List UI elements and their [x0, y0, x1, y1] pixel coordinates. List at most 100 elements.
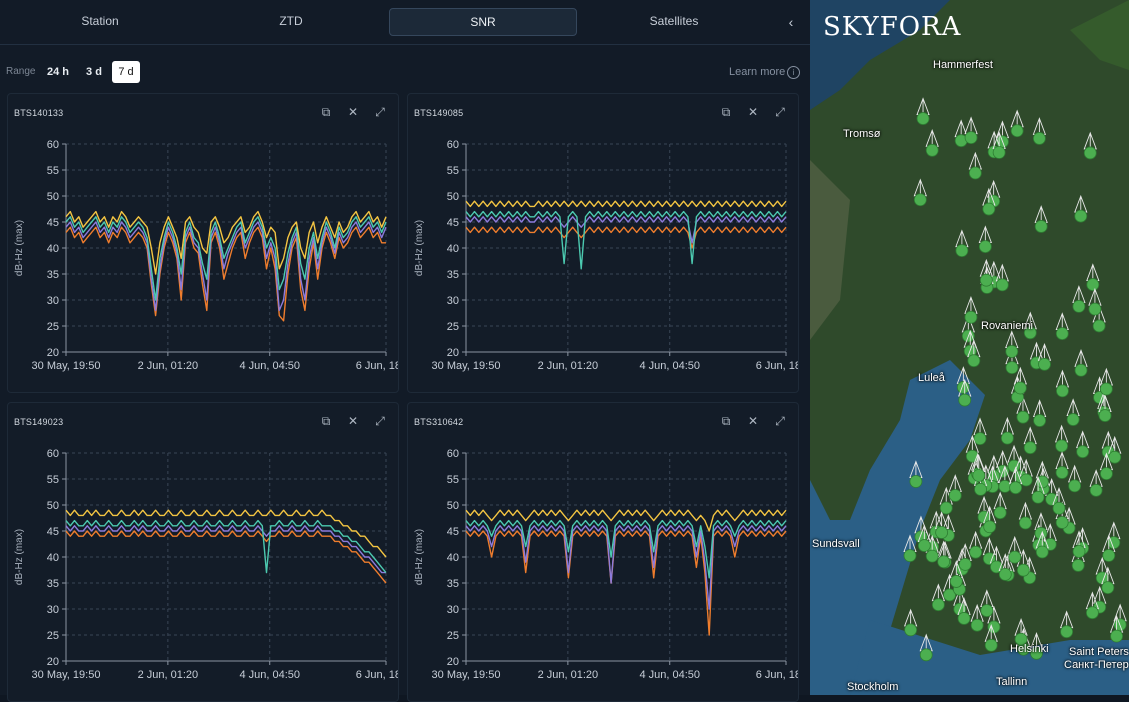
y-tick-label: 40	[47, 552, 59, 564]
map-canvas[interactable]	[810, 0, 1129, 695]
station-dot	[904, 623, 918, 637]
x-tick-label: 6 Jun, 18:50	[756, 669, 798, 681]
station-dot	[1005, 345, 1019, 358]
copy-icon[interactable]: ⧉	[721, 105, 731, 119]
range-3d-button[interactable]: 3 d	[86, 66, 102, 78]
gulf-of-finland	[850, 620, 1129, 695]
x-tick-label: 30 May, 19:50	[432, 669, 501, 681]
copy-icon[interactable]: ⧉	[321, 105, 331, 119]
gnss-station-marker	[1029, 632, 1044, 660]
station-dot	[1055, 516, 1069, 529]
tab-ztd[interactable]: ZTD	[279, 14, 303, 28]
range-label: Range	[6, 66, 36, 77]
y-tick-label: 55	[47, 474, 59, 486]
station-dot	[973, 432, 987, 446]
station-dot	[1098, 409, 1112, 422]
tab-station[interactable]: Station	[81, 14, 119, 28]
left-panel: Station ZTD SNR Satellites ‹ Range 24 h …	[0, 0, 810, 702]
y-tick-label: 60	[47, 139, 59, 151]
learn-more-link[interactable]: Learn more	[729, 66, 786, 78]
station-dot	[909, 475, 923, 488]
expand-icon[interactable]: ⤢	[375, 105, 385, 119]
station-dot	[1066, 413, 1080, 426]
y-tick-label: 50	[47, 500, 59, 512]
range-selector: Range 24 h 3 d 7 d Learn more i	[0, 58, 810, 86]
gnss-station-marker	[1074, 194, 1088, 223]
series-line	[65, 525, 386, 574]
close-icon[interactable]: ✕	[747, 414, 759, 428]
tab-bar: Station ZTD SNR Satellites ‹	[0, 0, 810, 45]
station-dot	[964, 131, 978, 145]
station-id: BTS149023	[14, 417, 64, 427]
gnss-station-marker	[1109, 614, 1124, 643]
station-dot	[969, 545, 983, 559]
expand-icon[interactable]: ⤢	[375, 414, 385, 428]
gnss-station-marker	[1108, 435, 1122, 464]
gnss-station-marker	[1013, 366, 1028, 395]
gnss-station-marker	[1059, 610, 1074, 639]
gnss-station-marker	[1000, 416, 1015, 445]
collapse-panel-icon[interactable]: ‹	[788, 14, 794, 30]
x-tick-label: 6 Jun, 18:50	[756, 360, 798, 372]
map-view[interactable]: SKYFORA Hammerfest Tromsø Rovaniemi Lule…	[810, 0, 1129, 695]
gnss-station-marker	[937, 540, 951, 569]
close-icon[interactable]: ✕	[347, 414, 359, 428]
gnss-station-marker	[964, 295, 978, 324]
station-dot	[1102, 549, 1116, 562]
tab-satellites[interactable]: Satellites	[649, 14, 699, 28]
station-dot	[1030, 646, 1043, 660]
station-dot	[967, 354, 981, 368]
gnss-station-marker	[968, 151, 982, 180]
station-dot	[1072, 299, 1086, 313]
gnss-station-marker	[1055, 312, 1069, 340]
range-7d-button[interactable]: 7 d	[112, 61, 140, 83]
gnss-station-marker	[1101, 566, 1115, 595]
x-tick-label: 4 Jun, 04:50	[239, 669, 300, 681]
expand-icon[interactable]: ⤢	[775, 105, 785, 119]
station-dot	[1000, 431, 1014, 445]
city-label: Tallinn	[996, 676, 1028, 688]
series-line	[65, 210, 387, 275]
gnss-station-marker	[968, 530, 983, 559]
station-dot	[957, 612, 971, 625]
station-dot	[980, 604, 994, 617]
station-dot	[998, 568, 1012, 581]
gnss-station-marker	[948, 474, 962, 502]
y-tick-label: 20	[47, 347, 59, 359]
station-dot	[1072, 545, 1086, 558]
info-icon[interactable]: i	[787, 66, 800, 79]
range-24h-button[interactable]: 24 h	[46, 66, 69, 78]
gnss-station-marker	[942, 573, 957, 602]
copy-icon[interactable]: ⧉	[321, 414, 331, 428]
gnss-station-marker	[1072, 285, 1086, 313]
station-dot	[1074, 209, 1088, 223]
station-dot	[1016, 563, 1030, 577]
station-markers	[903, 97, 1127, 662]
station-dot	[948, 489, 962, 502]
station-dot	[939, 501, 953, 515]
station-dot	[1085, 606, 1099, 620]
close-icon[interactable]: ✕	[347, 105, 359, 119]
gnss-station-marker	[957, 597, 971, 625]
station-dot	[970, 618, 984, 632]
expand-icon[interactable]: ⤢	[775, 414, 785, 428]
station-dot	[1074, 363, 1088, 377]
close-icon[interactable]: ✕	[747, 105, 759, 119]
tab-snr[interactable]: SNR	[389, 8, 577, 36]
station-dot	[1038, 357, 1051, 371]
station-dot	[992, 146, 1006, 159]
gnss-station-marker	[1008, 466, 1023, 495]
station-dot	[1076, 445, 1090, 459]
skyfora-logo: SKYFORA	[823, 12, 962, 42]
gnss-station-marker	[973, 417, 987, 446]
copy-icon[interactable]: ⧉	[721, 414, 731, 428]
series-line	[65, 530, 387, 584]
gnss-station-marker	[984, 623, 998, 652]
snr-chart: 20 25 30 35 40 45 50 55 60 30 May, 19:50 2 Jun, 01…	[14, 448, 398, 681]
gnss-station-marker	[1037, 343, 1052, 371]
y-tick-label: 55	[447, 165, 459, 177]
gnss-station-marker	[1089, 469, 1103, 497]
gnss-station-marker	[1014, 617, 1028, 646]
city-label: Stockholm	[847, 681, 899, 693]
station-dot	[1034, 526, 1048, 540]
